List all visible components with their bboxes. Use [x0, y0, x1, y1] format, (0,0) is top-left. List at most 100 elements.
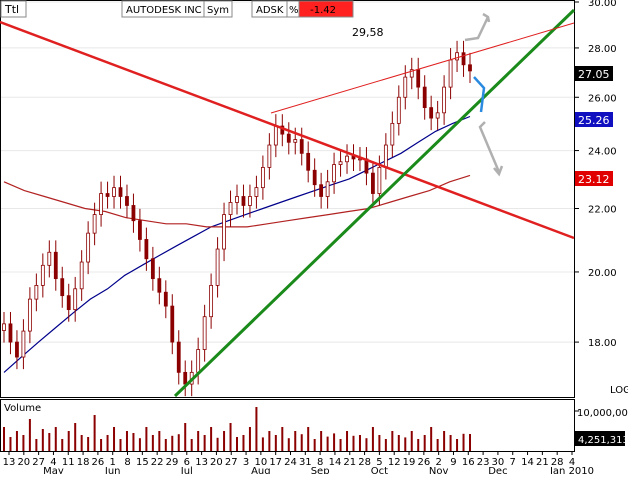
x-month-label: Jun — [104, 466, 121, 474]
candle-body — [222, 214, 226, 250]
candle-body — [176, 341, 181, 373]
volume-bar — [294, 431, 297, 451]
x-day-label: 13 — [3, 457, 16, 468]
x-day-label: 10 — [255, 457, 268, 468]
volume-bar — [119, 439, 122, 451]
header-bar: Ttl AUTODESK INC Sym ADSK % -1.42 — [0, 0, 354, 18]
volume-bar — [164, 439, 167, 451]
candle-body — [358, 158, 362, 161]
volume-bar — [28, 419, 31, 451]
x-day-label: 12 — [388, 457, 401, 468]
candle-body — [131, 205, 136, 222]
candle-body — [27, 298, 32, 332]
peak-annotation: 29,58 — [352, 26, 384, 39]
volume-bar — [3, 427, 5, 451]
volume-bar — [15, 431, 18, 451]
x-day-label: 27 — [32, 457, 45, 468]
last-price-box — [575, 66, 613, 81]
volume-bar — [177, 434, 180, 451]
volume-bar — [469, 434, 471, 451]
volume-title: Volume — [4, 403, 41, 414]
sym-box[interactable] — [203, 0, 233, 18]
volume-bar — [358, 435, 361, 451]
moving-averages — [3, 115, 471, 373]
candle-body — [299, 139, 304, 154]
upside-arrow-head — [482, 12, 491, 23]
volume-bar — [113, 427, 116, 451]
ttl-box[interactable] — [0, 0, 27, 18]
volume-bar — [268, 431, 271, 451]
x-day-label: 26 — [92, 457, 105, 468]
candle-body — [286, 133, 291, 143]
x-day-label: 14 — [521, 457, 534, 468]
change-box — [298, 0, 354, 18]
x-month-label: May — [43, 466, 64, 474]
volume-bar — [430, 427, 433, 451]
volume-bar — [365, 438, 368, 451]
volume-bar — [158, 431, 161, 451]
x-day-label: 6 — [184, 457, 190, 468]
candle-body — [422, 86, 427, 108]
upside-arrow — [464, 16, 490, 42]
candle-body — [383, 144, 388, 168]
x-day-label: 20 — [17, 457, 30, 468]
candle-body — [150, 258, 155, 280]
y-tick-label: 28.00 — [588, 44, 617, 55]
volume-bar — [216, 437, 219, 451]
candle-body — [196, 349, 201, 373]
volume-bar — [346, 431, 349, 451]
y-tick-label: 26.00 — [588, 93, 617, 104]
ttl-label: Ttl — [4, 3, 19, 16]
candle-body — [118, 187, 123, 197]
volume-bar — [87, 437, 90, 451]
volume-bar — [261, 437, 264, 451]
volume-bar — [274, 435, 277, 451]
x-day-label: 21 — [536, 457, 549, 468]
candle-body — [73, 288, 78, 311]
volume-panel — [0, 399, 575, 452]
candle-body — [371, 172, 375, 194]
candle-body — [15, 341, 19, 358]
y-tick-label: 24.00 — [588, 147, 617, 158]
volume-bar — [80, 435, 83, 451]
volume-bar — [93, 415, 96, 451]
volume-bar — [61, 439, 64, 451]
volume-bar — [190, 439, 193, 451]
candle-body — [319, 184, 324, 197]
volume-bar — [125, 431, 128, 451]
candle-body — [138, 220, 142, 240]
candle-body — [228, 202, 233, 215]
candle-body — [99, 193, 103, 215]
candle-body — [377, 167, 382, 194]
candle-body — [209, 284, 214, 318]
last-price-label: 27.05 — [578, 68, 610, 81]
x-day-label: 21 — [343, 457, 356, 468]
volume-bar — [443, 431, 446, 451]
volume-bar — [67, 431, 70, 451]
volume-bar — [203, 435, 206, 451]
candle-body — [34, 284, 39, 300]
volume-bar — [35, 439, 38, 451]
volume-bar — [404, 437, 407, 451]
candle-body — [260, 167, 265, 189]
x-day-label: 14 — [329, 457, 342, 468]
y-tick-label: 30.00 — [588, 0, 617, 9]
candle-body — [267, 144, 272, 168]
candle-body — [332, 164, 336, 183]
candle-body — [442, 86, 447, 114]
volume-bar — [229, 423, 232, 451]
volume-bar — [74, 423, 77, 451]
candle-body — [325, 181, 330, 197]
candle-body — [248, 196, 252, 206]
volume-bar — [248, 427, 251, 451]
volume-bar — [417, 439, 420, 451]
volume-bar — [320, 431, 323, 451]
candle-body — [86, 232, 91, 263]
x-day-label: 15 — [136, 457, 149, 468]
x-day-label: 5 — [376, 457, 382, 468]
volume-bar — [223, 431, 226, 451]
x-day-label: 4 — [50, 457, 56, 468]
change-value: -1.42 — [310, 5, 336, 16]
blue-ma-box — [575, 112, 613, 127]
volume-bar — [151, 435, 154, 451]
